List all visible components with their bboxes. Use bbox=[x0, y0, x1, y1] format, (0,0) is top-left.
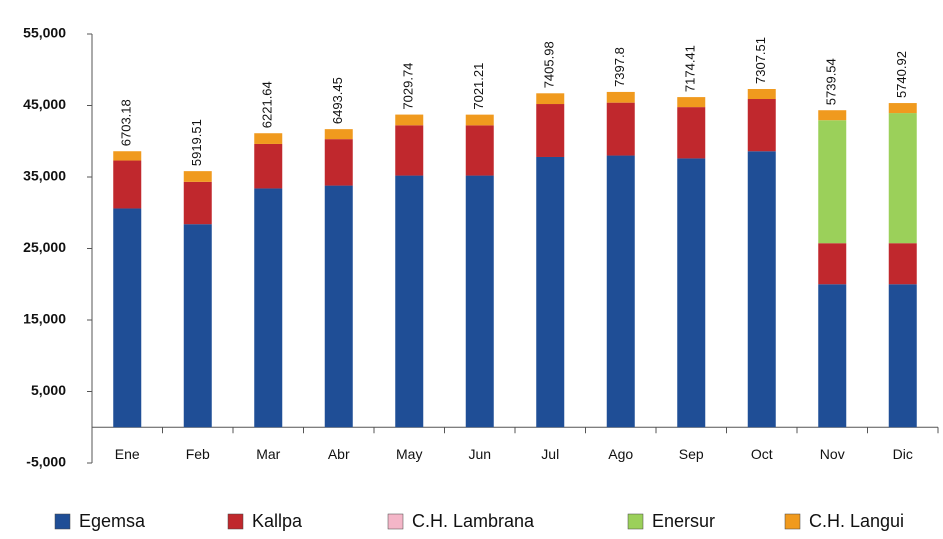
bar-segment bbox=[183, 181, 212, 225]
bar-segment bbox=[465, 175, 494, 428]
data-label: 6221.64 bbox=[260, 81, 275, 128]
legend-swatch bbox=[784, 513, 801, 530]
x-tick-label: Jun bbox=[468, 446, 491, 462]
bar-segment bbox=[818, 284, 847, 428]
bar-segment bbox=[606, 155, 635, 428]
bar-segment bbox=[395, 125, 424, 176]
bar-segment bbox=[254, 143, 283, 189]
bar-segment bbox=[818, 110, 847, 121]
data-label: 7174.41 bbox=[683, 45, 698, 92]
y-tick-label: 15,000 bbox=[23, 311, 66, 327]
y-tick-label: 45,000 bbox=[23, 96, 66, 112]
x-tick-label: Abr bbox=[328, 446, 350, 462]
bar-segment bbox=[888, 243, 917, 285]
bar-segment bbox=[818, 120, 847, 244]
bar-segment bbox=[395, 175, 424, 428]
bar-segment bbox=[254, 188, 283, 428]
bar-segment bbox=[536, 104, 565, 157]
legend-label: Egemsa bbox=[79, 511, 146, 531]
bar-segment bbox=[747, 151, 776, 428]
data-label: 6703.18 bbox=[119, 99, 134, 146]
bar-segment bbox=[536, 156, 565, 428]
bar-segment bbox=[183, 224, 212, 428]
bar-segment bbox=[888, 103, 917, 114]
x-tick-label: Ago bbox=[608, 446, 633, 462]
bar-segment bbox=[536, 93, 565, 105]
bar-segment bbox=[888, 284, 917, 428]
data-label: 7029.74 bbox=[401, 63, 416, 110]
bar-segment bbox=[324, 185, 353, 428]
data-label: 5919.51 bbox=[189, 119, 204, 166]
bar-segment bbox=[183, 171, 212, 182]
bar-segment bbox=[747, 99, 776, 152]
bar-segment bbox=[677, 158, 706, 428]
y-tick-label: 35,000 bbox=[23, 168, 66, 184]
x-tick-label: Mar bbox=[256, 446, 280, 462]
x-tick-label: Dic bbox=[893, 446, 913, 462]
bar-segment bbox=[888, 113, 917, 244]
x-tick-label: Nov bbox=[820, 446, 845, 462]
bar-segment bbox=[677, 97, 706, 108]
legend-label: Enersur bbox=[652, 511, 715, 531]
y-tick-label: 55,000 bbox=[23, 25, 66, 41]
legend-swatch bbox=[227, 513, 244, 530]
data-label: 7021.21 bbox=[471, 63, 486, 110]
data-label: 7405.98 bbox=[542, 41, 557, 88]
x-tick-label: Sep bbox=[679, 446, 704, 462]
bar-segment bbox=[818, 243, 847, 285]
bar-segment bbox=[324, 129, 353, 140]
legend-swatch bbox=[627, 513, 644, 530]
bar-segment bbox=[113, 160, 142, 209]
x-tick-label: Feb bbox=[186, 446, 210, 462]
bar-segment bbox=[677, 107, 706, 159]
data-label: 7307.51 bbox=[753, 37, 768, 84]
bar-segment bbox=[465, 114, 494, 126]
legend-label: C.H. Lambrana bbox=[412, 511, 535, 531]
bar-segment bbox=[113, 208, 142, 428]
legend-label: Kallpa bbox=[252, 511, 303, 531]
legend-swatch bbox=[54, 513, 71, 530]
bar-segment bbox=[606, 91, 635, 103]
bar-segment bbox=[395, 114, 424, 126]
data-label: 6493.45 bbox=[330, 77, 345, 124]
bar-segment bbox=[747, 89, 776, 100]
bar-segment bbox=[606, 102, 635, 156]
bar-segment bbox=[465, 125, 494, 176]
legend-label: C.H. Langui bbox=[809, 511, 904, 531]
data-label: 7397.8 bbox=[612, 47, 627, 87]
bar-segment bbox=[113, 151, 142, 161]
y-tick-label: 5,000 bbox=[31, 382, 66, 398]
x-tick-label: Ene bbox=[115, 446, 140, 462]
y-tick-label: 25,000 bbox=[23, 239, 66, 255]
y-tick-label: -5,000 bbox=[26, 454, 66, 470]
x-tick-label: May bbox=[396, 446, 422, 462]
x-tick-label: Jul bbox=[541, 446, 559, 462]
legend-swatch bbox=[387, 513, 404, 530]
data-label: 5740.92 bbox=[894, 51, 909, 98]
bar-segment bbox=[324, 139, 353, 186]
data-label: 5739.54 bbox=[824, 58, 839, 105]
x-tick-label: Oct bbox=[751, 446, 773, 462]
bar-segment bbox=[254, 133, 283, 144]
